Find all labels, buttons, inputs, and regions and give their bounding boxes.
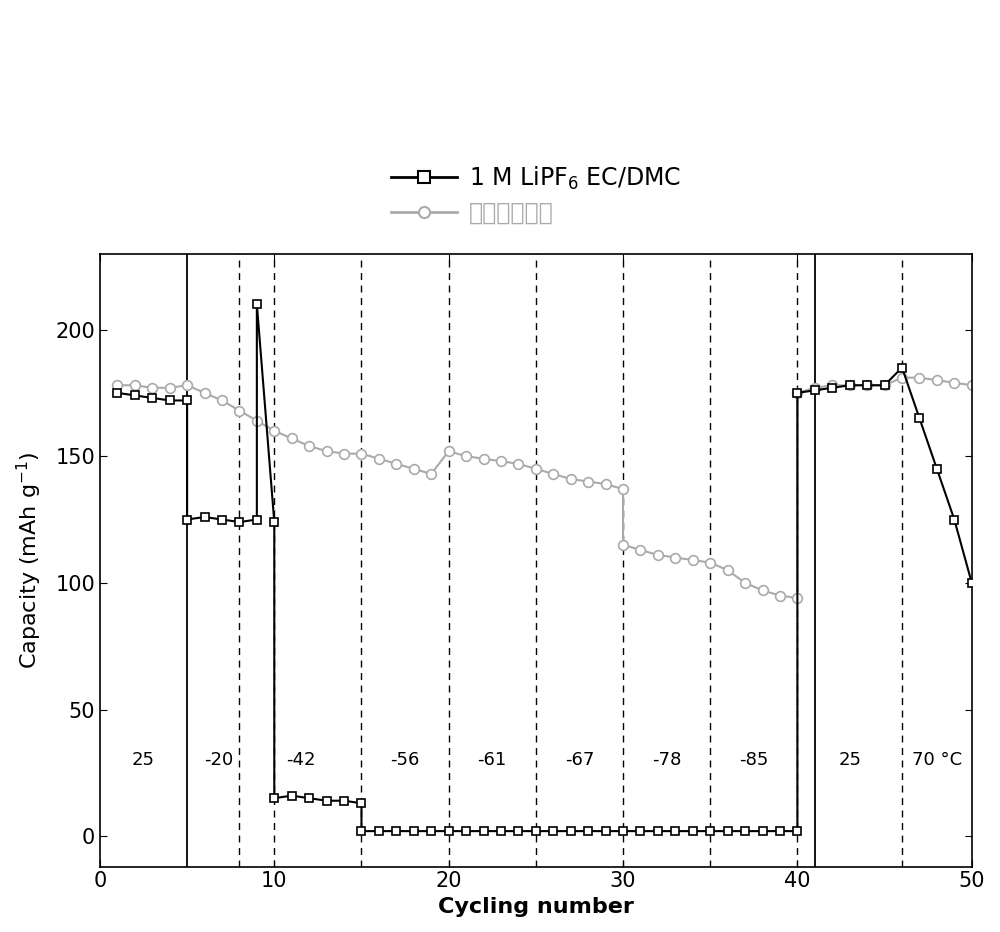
Text: 25: 25 [838, 751, 861, 769]
Legend: 1 M LiPF$_6$ EC/DMC, 宽温域电解液: 1 M LiPF$_6$ EC/DMC, 宽温域电解液 [381, 155, 690, 235]
X-axis label: Cycling number: Cycling number [438, 897, 634, 917]
Text: 70 °C: 70 °C [912, 751, 962, 769]
Text: 25: 25 [132, 751, 155, 769]
Text: -61: -61 [478, 751, 507, 769]
Text: -78: -78 [652, 751, 681, 769]
Text: -56: -56 [390, 751, 420, 769]
Text: -42: -42 [286, 751, 315, 769]
Text: -20: -20 [204, 751, 233, 769]
Y-axis label: Capacity (mAh g$^{-1}$): Capacity (mAh g$^{-1}$) [15, 451, 44, 669]
Text: -67: -67 [565, 751, 594, 769]
Text: -85: -85 [739, 751, 768, 769]
